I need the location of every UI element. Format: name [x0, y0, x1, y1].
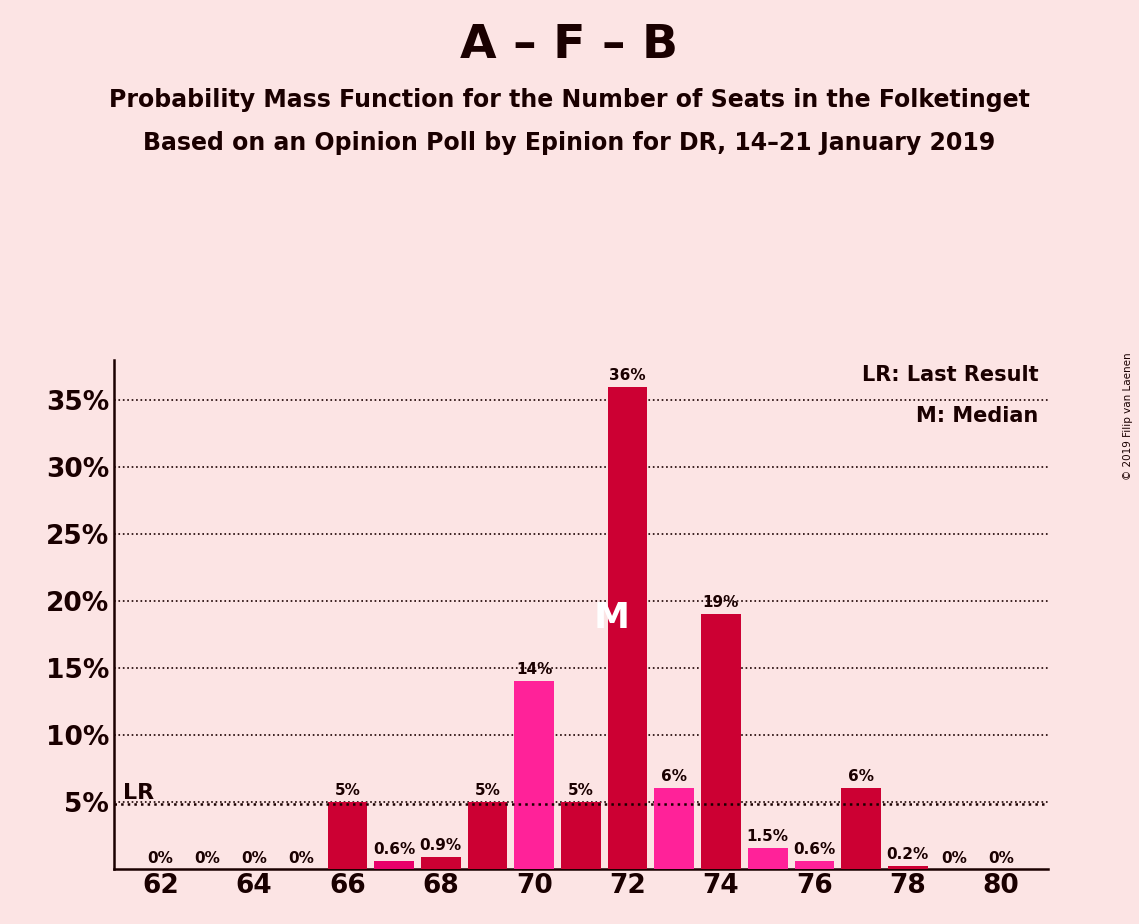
Text: 19%: 19%: [703, 595, 739, 611]
Text: 0%: 0%: [942, 851, 967, 866]
Text: Probability Mass Function for the Number of Seats in the Folketinget: Probability Mass Function for the Number…: [109, 88, 1030, 112]
Bar: [375, 860, 413, 869]
Bar: [515, 681, 554, 869]
Bar: [795, 860, 834, 869]
Text: 5%: 5%: [335, 783, 360, 797]
Text: 5%: 5%: [475, 783, 500, 797]
Text: M: M: [593, 602, 629, 635]
Bar: [748, 848, 787, 869]
Text: 0.9%: 0.9%: [420, 837, 461, 853]
Text: 0.6%: 0.6%: [372, 842, 416, 857]
Bar: [702, 614, 740, 869]
Text: 6%: 6%: [849, 770, 874, 784]
Text: 0.6%: 0.6%: [793, 842, 836, 857]
Text: 0%: 0%: [195, 851, 220, 866]
Bar: [888, 866, 927, 869]
Bar: [562, 802, 600, 869]
Text: Based on an Opinion Poll by Epinion for DR, 14–21 January 2019: Based on an Opinion Poll by Epinion for …: [144, 131, 995, 155]
Bar: [328, 802, 367, 869]
Text: 0%: 0%: [288, 851, 313, 866]
Text: 6%: 6%: [662, 770, 687, 784]
Text: LR: LR: [123, 783, 155, 803]
Text: M: Median: M: Median: [916, 407, 1039, 426]
Text: 0%: 0%: [989, 851, 1014, 866]
Text: © 2019 Filip van Laenen: © 2019 Filip van Laenen: [1123, 352, 1133, 480]
Text: 1.5%: 1.5%: [747, 830, 788, 845]
Bar: [842, 788, 880, 869]
Bar: [608, 387, 647, 869]
Text: 5%: 5%: [568, 783, 593, 797]
Text: 14%: 14%: [516, 663, 552, 677]
Text: LR: Last Result: LR: Last Result: [862, 365, 1039, 385]
Bar: [421, 857, 460, 869]
Bar: [468, 802, 507, 869]
Text: A – F – B: A – F – B: [460, 23, 679, 68]
Text: 0.2%: 0.2%: [886, 847, 929, 862]
Text: 36%: 36%: [609, 368, 646, 383]
Bar: [655, 788, 694, 869]
Text: 0%: 0%: [241, 851, 267, 866]
Text: 0%: 0%: [148, 851, 173, 866]
